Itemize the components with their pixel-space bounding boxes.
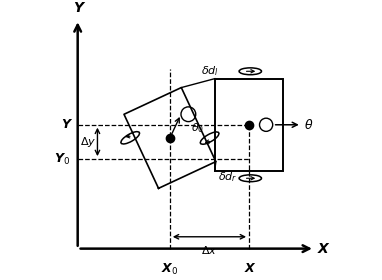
Text: Y: Y — [61, 118, 70, 131]
Bar — [215, 79, 283, 171]
Text: Y$_0$: Y$_0$ — [53, 151, 70, 167]
Text: $\delta d_l$: $\delta d_l$ — [201, 64, 219, 78]
Text: $\Delta x$: $\Delta x$ — [201, 244, 218, 256]
Text: $\theta$: $\theta$ — [304, 118, 314, 132]
Text: X$_0$: X$_0$ — [161, 262, 179, 277]
Text: $\delta d_r$: $\delta d_r$ — [218, 170, 237, 184]
Text: Y: Y — [73, 1, 83, 15]
Text: $\Delta y$: $\Delta y$ — [80, 135, 96, 149]
Text: $\theta_0$: $\theta_0$ — [191, 121, 204, 135]
Text: X: X — [244, 262, 254, 275]
Text: X: X — [318, 242, 329, 256]
